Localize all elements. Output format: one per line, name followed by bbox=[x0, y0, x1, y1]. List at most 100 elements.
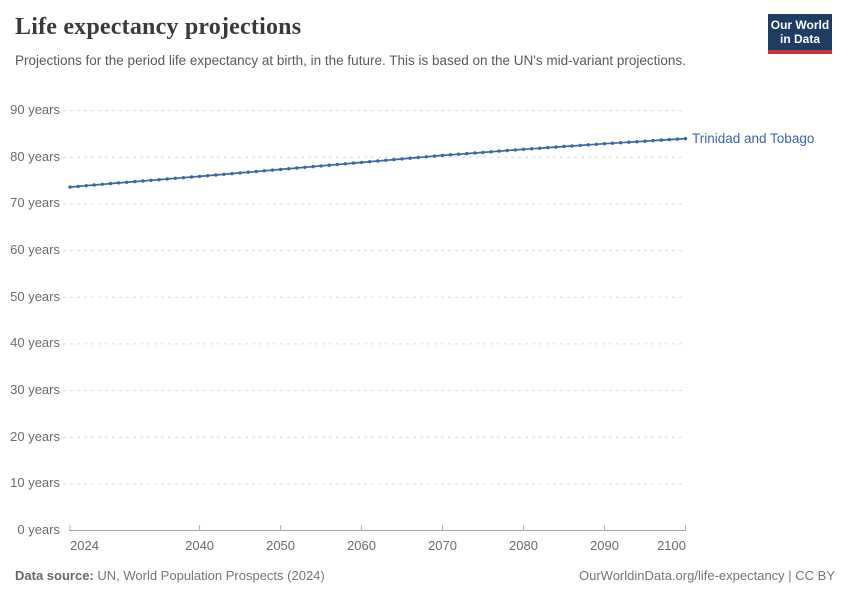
data-point[interactable] bbox=[440, 153, 445, 158]
data-point[interactable] bbox=[278, 167, 283, 172]
page-title: Life expectancy projections bbox=[15, 14, 302, 40]
data-point[interactable] bbox=[222, 172, 226, 176]
data-point[interactable] bbox=[368, 160, 372, 164]
data-point[interactable] bbox=[400, 157, 404, 161]
data-point[interactable] bbox=[546, 145, 550, 150]
data-point[interactable] bbox=[125, 180, 129, 184]
data-point[interactable] bbox=[610, 141, 615, 145]
credit-link[interactable]: OurWorldinData.org/life-expectancy | CC … bbox=[578, 568, 835, 583]
owid-logo[interactable]: Our World in Data bbox=[768, 14, 832, 54]
data-point[interactable] bbox=[570, 144, 574, 148]
data-point[interactable] bbox=[554, 145, 558, 149]
data-point[interactable] bbox=[675, 137, 680, 141]
data-point[interactable] bbox=[505, 148, 509, 153]
data-point[interactable] bbox=[230, 171, 234, 176]
data-point[interactable] bbox=[384, 158, 388, 162]
data-point[interactable] bbox=[659, 138, 663, 142]
y-axis-label: 20 years bbox=[10, 428, 60, 444]
chart-subtitle: Projections for the period life expectan… bbox=[15, 53, 686, 68]
x-axis-label: 2024 bbox=[70, 538, 99, 553]
data-point[interactable] bbox=[262, 169, 267, 173]
data-point[interactable] bbox=[376, 159, 380, 163]
y-axis-label: 0 years bbox=[17, 522, 60, 537]
data-point[interactable] bbox=[68, 185, 72, 189]
data-point[interactable] bbox=[238, 171, 242, 175]
data-point[interactable] bbox=[432, 154, 437, 158]
data-point[interactable] bbox=[343, 162, 348, 166]
data-point[interactable] bbox=[197, 174, 202, 179]
y-axis-label: 60 years bbox=[10, 242, 60, 258]
data-point[interactable] bbox=[497, 149, 501, 153]
series-label[interactable]: Trinidad and Tobago bbox=[692, 130, 815, 146]
data-point[interactable] bbox=[100, 182, 105, 186]
y-axis-label: 50 years bbox=[10, 288, 60, 304]
data-point[interactable] bbox=[133, 179, 137, 184]
data-point[interactable] bbox=[521, 147, 526, 151]
data-source-text: UN, World Population Prospects (2024) bbox=[93, 568, 325, 583]
data-point[interactable] bbox=[683, 136, 688, 141]
x-axis-label: 2080 bbox=[509, 538, 538, 553]
data-point[interactable] bbox=[465, 151, 469, 156]
data-point[interactable] bbox=[643, 139, 647, 143]
data-point[interactable] bbox=[116, 181, 121, 185]
data-point[interactable] bbox=[586, 143, 590, 147]
data-point[interactable] bbox=[206, 174, 210, 178]
data-point[interactable] bbox=[424, 155, 428, 159]
data-point[interactable] bbox=[303, 165, 307, 169]
data-point[interactable] bbox=[619, 141, 623, 145]
data-point[interactable] bbox=[165, 177, 169, 181]
data-point[interactable] bbox=[149, 178, 153, 182]
data-point[interactable] bbox=[311, 164, 315, 169]
data-point[interactable] bbox=[246, 170, 250, 174]
data-point[interactable] bbox=[538, 146, 542, 150]
y-axis-label: 30 years bbox=[10, 382, 60, 398]
y-axis-label: 10 years bbox=[10, 475, 60, 491]
x-axis-label: 2060 bbox=[347, 538, 376, 553]
data-point[interactable] bbox=[562, 144, 566, 149]
data-point[interactable] bbox=[254, 169, 258, 174]
trend-line[interactable] bbox=[69, 137, 686, 188]
data-point[interactable] bbox=[287, 167, 291, 171]
data-point[interactable] bbox=[189, 175, 194, 179]
data-point[interactable] bbox=[319, 164, 323, 168]
data-point[interactable] bbox=[602, 142, 607, 146]
data-point[interactable] bbox=[448, 153, 453, 157]
data-point[interactable] bbox=[408, 156, 412, 160]
data-point[interactable] bbox=[513, 148, 518, 152]
data-point[interactable] bbox=[481, 150, 485, 155]
data-point[interactable] bbox=[627, 140, 631, 144]
data-point[interactable] bbox=[457, 152, 461, 156]
data-point[interactable] bbox=[651, 138, 655, 143]
y-axis-label: 40 years bbox=[10, 335, 60, 351]
x-axis-label: 2040 bbox=[185, 538, 215, 553]
owid-logo-line2: in Data bbox=[779, 32, 820, 46]
x-axis-label: 2090 bbox=[590, 538, 619, 553]
data-point[interactable] bbox=[635, 140, 639, 144]
data-point[interactable] bbox=[327, 163, 331, 167]
data-point[interactable] bbox=[335, 162, 339, 167]
data-point[interactable] bbox=[667, 137, 671, 142]
data-point[interactable] bbox=[108, 181, 113, 186]
data-point[interactable] bbox=[392, 157, 396, 162]
data-point[interactable] bbox=[141, 179, 145, 183]
data-point[interactable] bbox=[84, 184, 88, 188]
data-point[interactable] bbox=[157, 178, 161, 182]
data-point[interactable] bbox=[270, 168, 275, 172]
data-point[interactable] bbox=[351, 161, 356, 165]
data-point[interactable] bbox=[473, 151, 477, 155]
data-point[interactable] bbox=[181, 176, 186, 180]
data-point[interactable] bbox=[489, 150, 493, 154]
data-point[interactable] bbox=[578, 143, 582, 148]
data-point[interactable] bbox=[214, 173, 218, 177]
data-point[interactable] bbox=[295, 166, 299, 170]
data-point[interactable] bbox=[594, 142, 599, 146]
data-point[interactable] bbox=[76, 184, 80, 189]
data-point[interactable] bbox=[92, 183, 97, 187]
y-axis-label: 90 years bbox=[10, 102, 60, 118]
data-point[interactable] bbox=[416, 155, 420, 160]
data-point[interactable] bbox=[529, 147, 534, 151]
data-point[interactable] bbox=[173, 176, 177, 180]
data-point[interactable] bbox=[359, 160, 364, 165]
